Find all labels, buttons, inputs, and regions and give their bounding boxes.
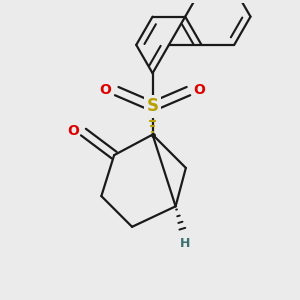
- Text: O: O: [100, 83, 112, 97]
- Text: H: H: [179, 237, 190, 250]
- Text: O: O: [194, 83, 206, 97]
- Text: O: O: [68, 124, 80, 138]
- Text: S: S: [147, 98, 159, 116]
